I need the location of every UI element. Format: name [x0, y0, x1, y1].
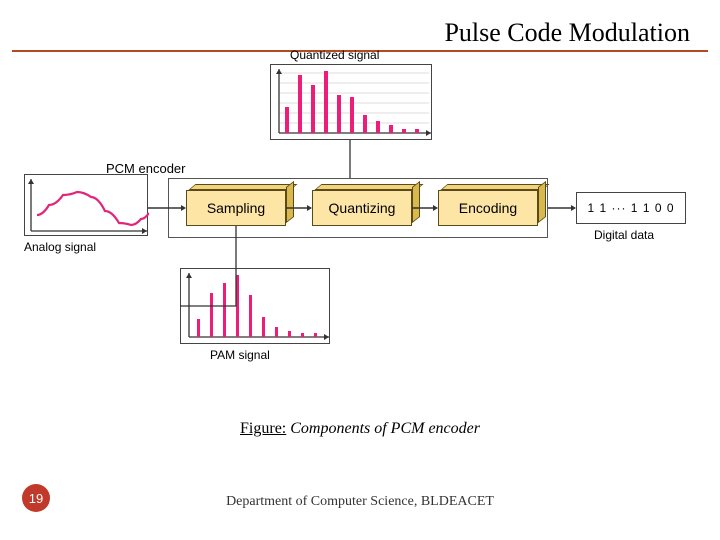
caption-rest: Components of PCM encoder [286, 420, 480, 437]
figure-caption: Figure: Components of PCM encoder [0, 420, 720, 438]
pcm-diagram: PCM encoder Analog signal Quantized sign… [0, 60, 720, 420]
page-title: Pulse Code Modulation [444, 18, 690, 48]
footer-text: Department of Computer Science, BLDEACET [0, 494, 720, 510]
arrows-overlay [0, 60, 720, 420]
caption-lead: Figure: [240, 420, 286, 437]
